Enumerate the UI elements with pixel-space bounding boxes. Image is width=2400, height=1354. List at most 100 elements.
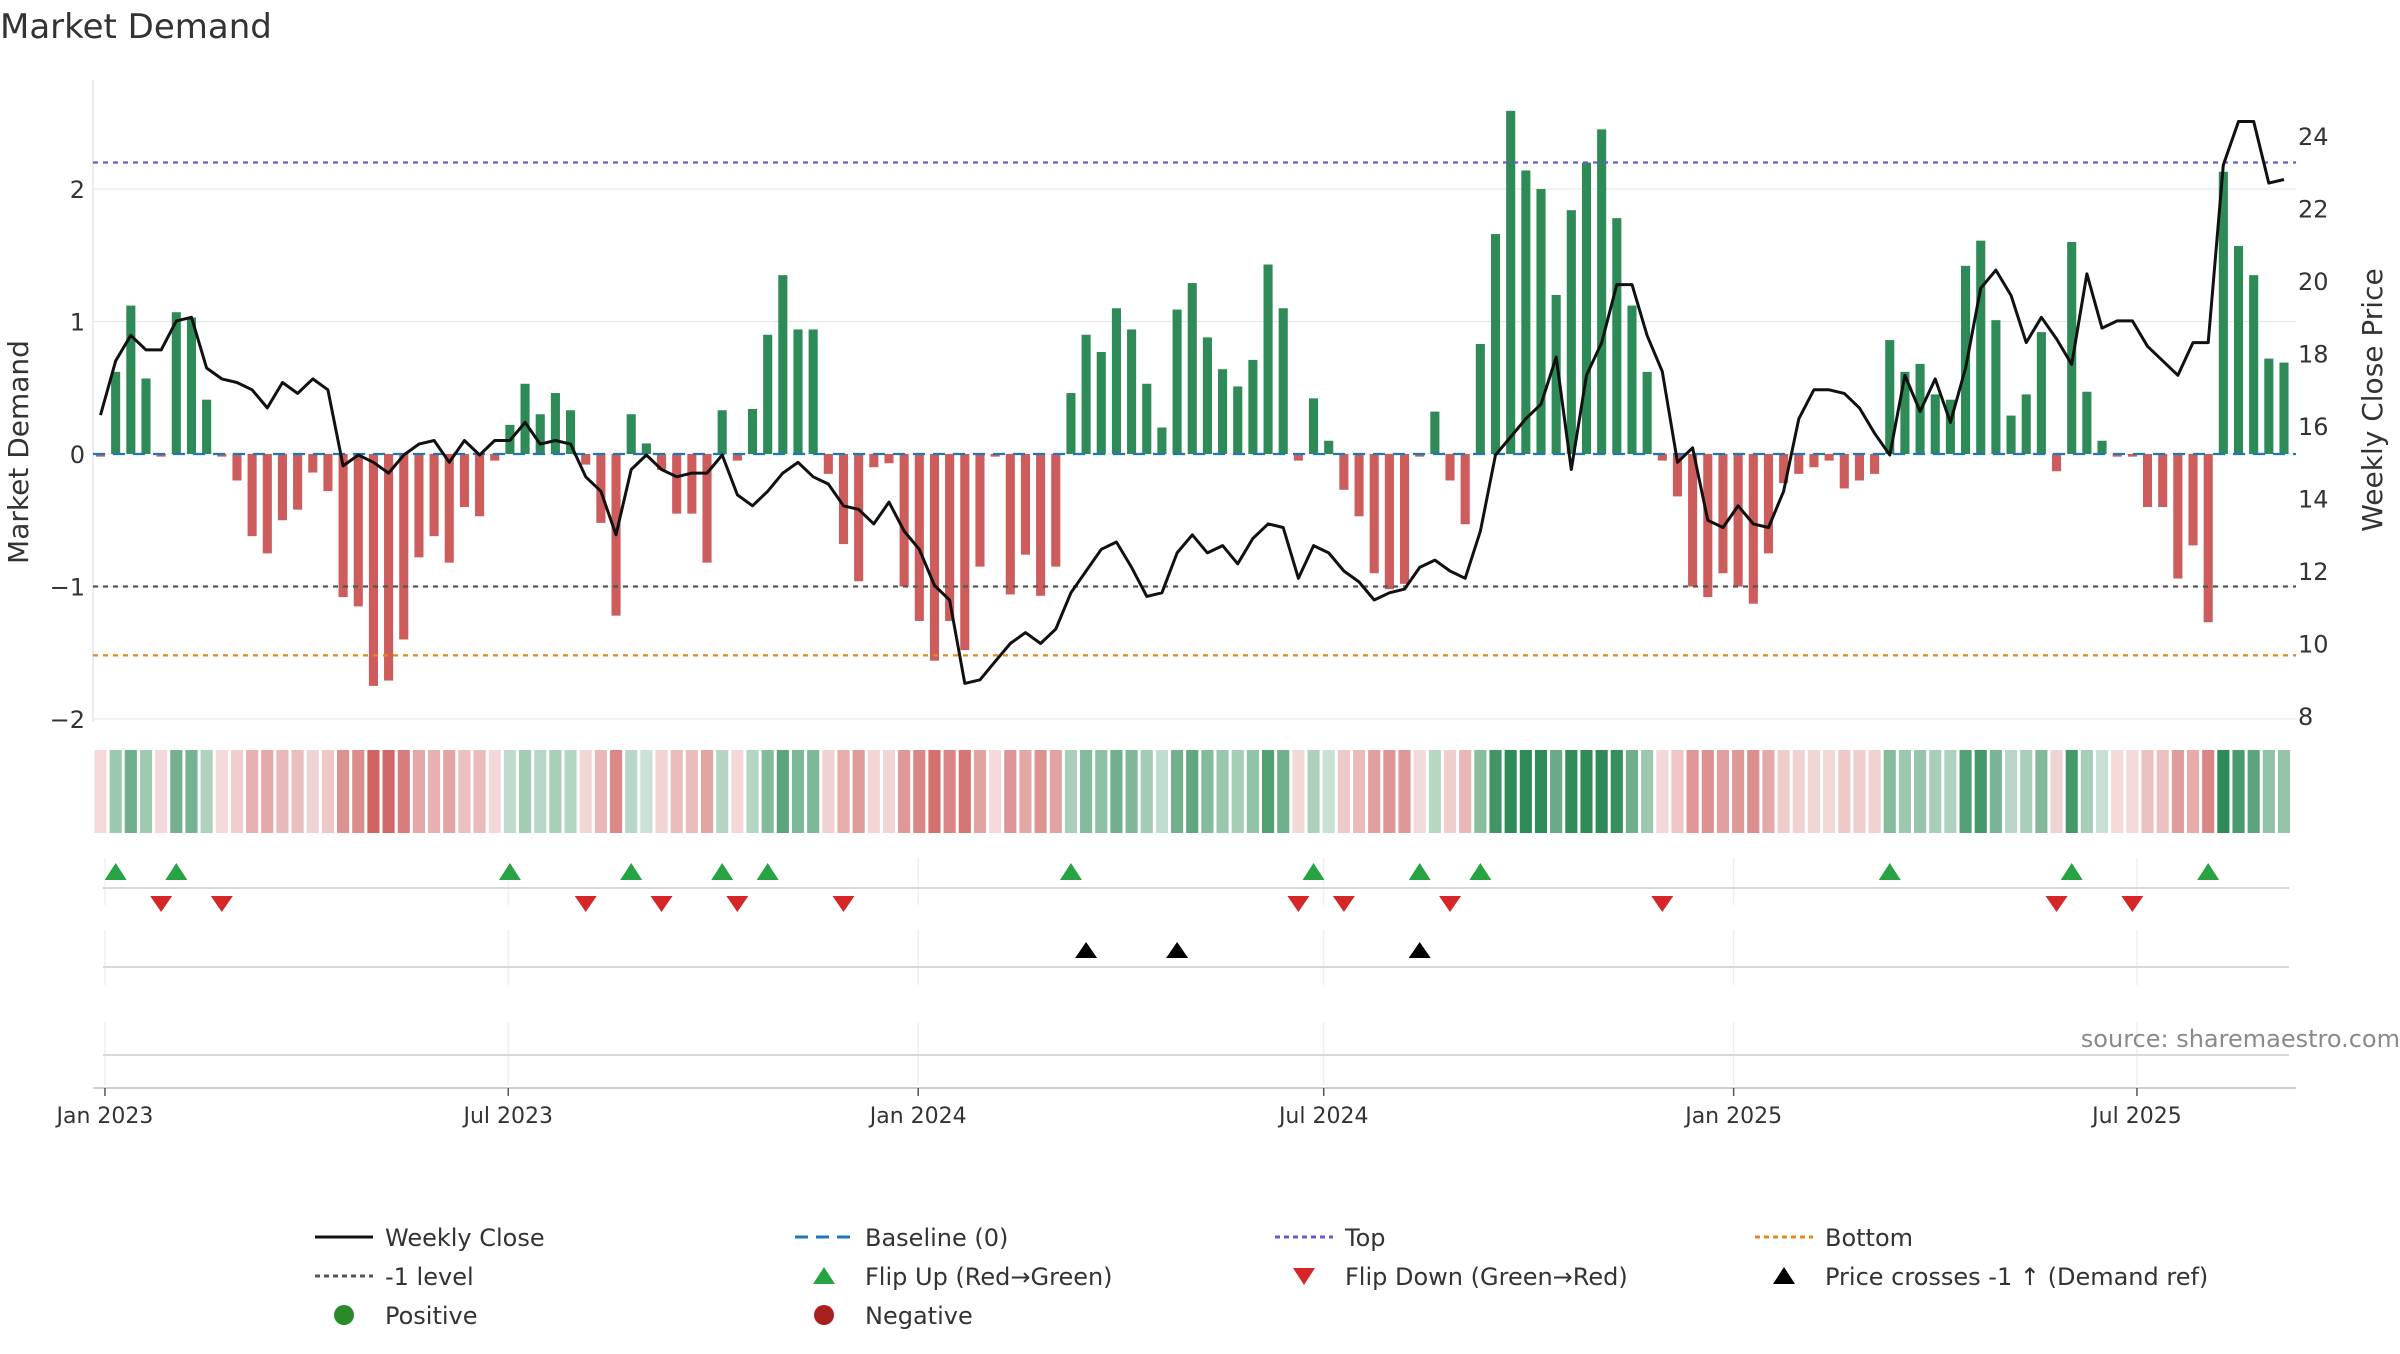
legend-label: Price crosses -1 ↑ (Demand ref) bbox=[1825, 1263, 2208, 1291]
strip-cell-negative bbox=[989, 750, 1002, 833]
strip-cell-negative bbox=[473, 750, 486, 833]
flip-up-marker bbox=[165, 863, 188, 880]
strip-cell-positive bbox=[1140, 750, 1153, 833]
demand-bar-positive bbox=[2097, 440, 2107, 454]
demand-bar-negative bbox=[838, 454, 849, 545]
demand-bar-negative bbox=[929, 454, 940, 661]
strip-cell-negative bbox=[1352, 750, 1366, 833]
legend-item: Flip Up (Red→Green) bbox=[813, 1263, 1113, 1291]
strip-cell-negative bbox=[2202, 750, 2215, 833]
flip-up-marker bbox=[1469, 863, 1492, 880]
y-tick-right-label: 24 bbox=[2298, 123, 2329, 151]
demand-bar-positive bbox=[1581, 162, 1592, 454]
legend-swatch-triangle-down bbox=[1293, 1268, 1315, 1285]
strip-cell-positive bbox=[1171, 750, 1184, 833]
strip-cell-negative bbox=[155, 750, 168, 833]
demand-bar-positive bbox=[1263, 264, 1273, 454]
weekly-close-line bbox=[99, 120, 2285, 685]
demand-bar-positive bbox=[2264, 358, 2274, 454]
strip-cell-negative bbox=[1656, 750, 1669, 833]
demand-bar-positive bbox=[2006, 415, 2016, 454]
strip-cell-negative bbox=[1777, 750, 1790, 833]
strip-cell-negative bbox=[230, 750, 244, 833]
demand-bar-negative bbox=[1036, 454, 1046, 596]
demand-bar-negative bbox=[2173, 454, 2183, 579]
strip-cell-negative bbox=[321, 750, 335, 833]
y-tick-right-label: 12 bbox=[2298, 558, 2329, 586]
strip-cell-negative bbox=[2156, 750, 2169, 833]
price-cross-marker bbox=[1166, 942, 1189, 958]
demand-bar-positive bbox=[2279, 362, 2289, 454]
strip-cell-negative bbox=[1838, 750, 1851, 833]
strip-cell-negative bbox=[1732, 750, 1745, 833]
legend-swatch-circle bbox=[334, 1305, 354, 1325]
strip-cell-positive bbox=[1595, 750, 1608, 833]
strip-cell-positive bbox=[807, 750, 820, 833]
strip-cell-positive bbox=[1974, 750, 1987, 833]
demand-bar-positive bbox=[1111, 308, 1121, 454]
strip-cell-positive bbox=[1231, 750, 1244, 833]
flip-up-marker bbox=[104, 863, 127, 880]
strip-cell-negative bbox=[973, 750, 987, 833]
demand-bar-negative bbox=[2112, 454, 2122, 457]
flip-up-marker bbox=[2060, 863, 2083, 880]
strip-cell-negative bbox=[731, 750, 744, 833]
strip-cell-negative bbox=[898, 750, 911, 833]
legend-label: Flip Down (Green→Red) bbox=[1345, 1263, 1628, 1291]
demand-bar-negative bbox=[1657, 454, 1667, 461]
strip-cell-positive bbox=[109, 750, 122, 833]
strip-cell-negative bbox=[1049, 750, 1062, 833]
demand-bar-negative bbox=[353, 454, 363, 607]
demand-bar-positive bbox=[2082, 391, 2092, 454]
demand-bar-negative bbox=[596, 454, 606, 523]
demand-bar-positive bbox=[1233, 386, 1243, 455]
strip-cell-positive bbox=[625, 750, 638, 833]
demand-bar-positive bbox=[126, 305, 136, 454]
demand-bar-positive bbox=[763, 334, 773, 454]
demand-bar-negative bbox=[1733, 454, 1743, 587]
strip-cell-negative bbox=[579, 750, 592, 833]
strip-cell-positive bbox=[2232, 750, 2245, 833]
demand-bar-negative bbox=[975, 454, 985, 567]
demand-bar-positive bbox=[1566, 210, 1576, 454]
y-tick-left-label: 2 bbox=[70, 176, 85, 204]
strip-cell-positive bbox=[2217, 750, 2230, 833]
strip-cell-negative bbox=[412, 750, 425, 833]
x-tick-label: Jul 2023 bbox=[461, 1104, 553, 1129]
strip-cell-positive bbox=[1944, 750, 1957, 833]
y-tick-right-label: 18 bbox=[2298, 341, 2329, 369]
flip-down-marker bbox=[650, 896, 673, 912]
strip-cell-negative bbox=[913, 750, 926, 833]
demand-bar-positive bbox=[520, 383, 530, 454]
strip-cell-positive bbox=[1580, 750, 1593, 833]
legend-label: Top bbox=[1344, 1224, 1386, 1252]
demand-bar-negative bbox=[823, 454, 833, 474]
demand-bar-negative bbox=[1794, 454, 1804, 474]
strip-cell-negative bbox=[700, 750, 714, 833]
demand-bar-negative bbox=[960, 454, 970, 651]
strip-cell-positive bbox=[1186, 750, 1199, 833]
price-cross-panel bbox=[103, 930, 2289, 985]
flip-up-marker bbox=[756, 863, 779, 880]
strip-cell-positive bbox=[1428, 750, 1441, 833]
demand-bar-negative bbox=[1293, 454, 1303, 461]
strip-cell-negative bbox=[1459, 750, 1472, 833]
strip-cell-positive bbox=[1216, 750, 1229, 833]
demand-bar-positive bbox=[1885, 340, 1895, 454]
strip-cell-negative bbox=[1762, 750, 1775, 833]
flip-up-marker bbox=[498, 863, 521, 880]
demand-bar-negative bbox=[1415, 454, 1425, 457]
strip-cell-positive bbox=[2080, 750, 2093, 833]
legend-item: Top bbox=[1275, 1224, 1386, 1252]
strip-cell-negative bbox=[1807, 750, 1821, 833]
strip-cell-negative bbox=[882, 750, 896, 833]
demand-bar-positive bbox=[1627, 305, 1637, 454]
strip-cell-negative bbox=[458, 750, 471, 833]
strip-cell-negative bbox=[2186, 750, 2200, 833]
demand-bar-positive bbox=[1551, 295, 1561, 454]
strip-cell-negative bbox=[1019, 750, 1032, 833]
strip-cell-positive bbox=[761, 750, 774, 833]
strip-cell-positive bbox=[1064, 750, 1078, 833]
strip-cell-positive bbox=[2035, 750, 2048, 833]
